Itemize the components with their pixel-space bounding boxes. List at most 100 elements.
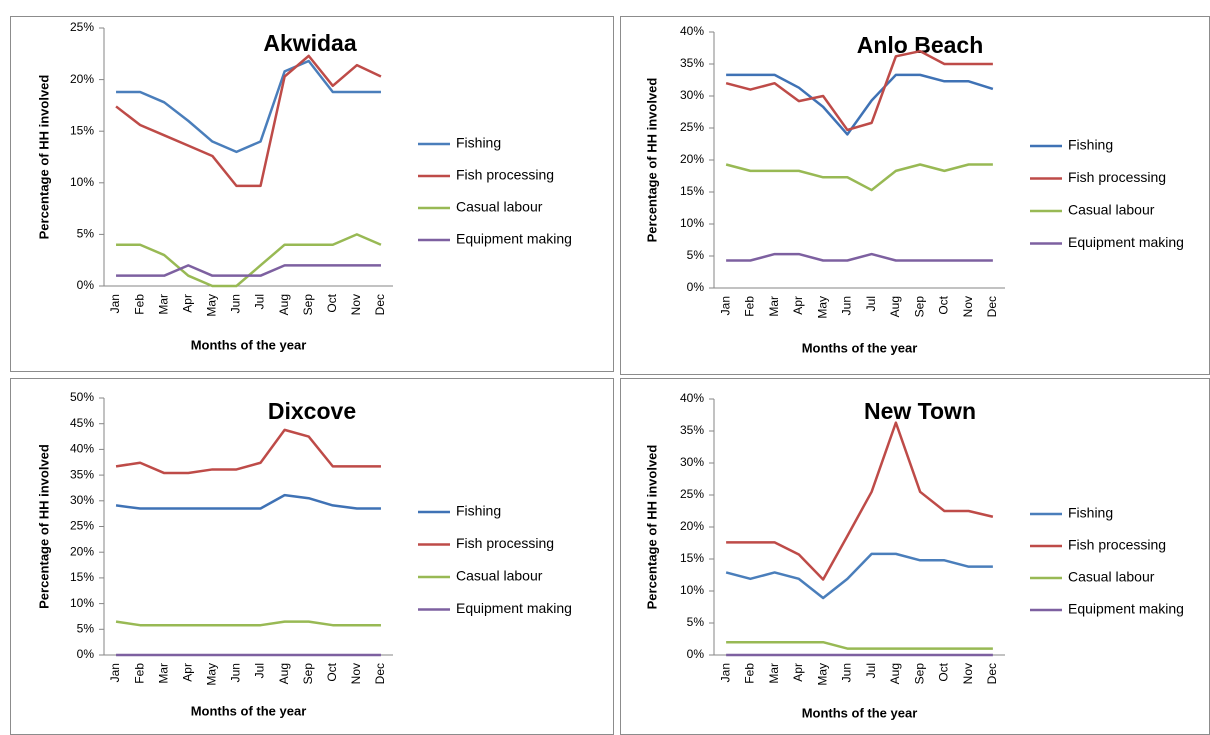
y-tick-label: 10% <box>70 175 94 189</box>
y-tick-label: 30% <box>680 455 704 469</box>
y-tick-label: 15% <box>70 123 94 137</box>
legend-label: Fish processing <box>456 167 554 183</box>
y-tick-label: 40% <box>680 391 704 405</box>
y-axis-label: Percentage of HH involved <box>36 444 51 609</box>
legend-label: Fish processing <box>1068 537 1166 553</box>
legend-label: Fishing <box>456 135 501 151</box>
y-tick-label: 40% <box>70 442 94 456</box>
y-tick-label: 5% <box>77 621 95 635</box>
series-line <box>725 49 993 132</box>
x-tick-label: Aug <box>277 294 291 315</box>
series-line <box>726 640 993 650</box>
y-tick-label: 15% <box>680 551 704 565</box>
x-tick-label: Nov <box>349 294 363 315</box>
x-tick-label: Apr <box>791 663 805 682</box>
x-tick-label: Jun <box>840 663 854 682</box>
x-tick-label: Jan <box>108 294 122 313</box>
y-tick-label: 25% <box>680 120 704 134</box>
x-tick-label: Oct <box>937 295 951 314</box>
y-tick-label: 10% <box>70 596 94 610</box>
x-tick-label: Dec <box>985 296 999 317</box>
x-tick-label: Sep <box>912 663 926 685</box>
x-tick-label: Oct <box>325 293 339 312</box>
x-tick-label: Jun <box>840 296 854 315</box>
y-tick-label: 35% <box>680 423 704 437</box>
x-tick-label: Sep <box>301 294 315 316</box>
x-tick-label: Jul <box>253 294 267 309</box>
x-tick-label: Aug <box>888 296 902 317</box>
x-tick-label: Dec <box>985 663 999 684</box>
x-tick-label: Apr <box>180 663 194 682</box>
x-tick-label: Jan <box>718 663 732 682</box>
x-tick-label: Aug <box>277 663 291 684</box>
y-tick-label: 25% <box>70 519 94 533</box>
y-tick-label: 20% <box>680 152 704 166</box>
x-tick-label: Feb <box>743 663 757 684</box>
chart-title: Akwidaa <box>263 30 357 56</box>
series-line <box>726 73 994 136</box>
chart-title: Anlo Beach <box>857 32 984 58</box>
panel-border <box>10 16 614 372</box>
y-tick-label: 20% <box>680 519 704 533</box>
legend-label: Fish processing <box>1068 169 1166 185</box>
series-line <box>726 421 994 581</box>
y-tick-label: 25% <box>70 20 94 34</box>
y-tick-label: 50% <box>70 390 94 404</box>
x-tick-label: Jul <box>864 663 878 678</box>
legend-label: Casual labour <box>456 568 543 584</box>
x-axis-label: Months of the year <box>191 703 307 718</box>
y-tick-label: 30% <box>680 88 704 102</box>
x-axis-label: Months of the year <box>191 337 307 352</box>
x-tick-label: Apr <box>791 296 805 315</box>
x-tick-label: Mar <box>156 663 170 684</box>
x-tick-label: Apr <box>180 294 194 313</box>
x-tick-label: Jun <box>229 294 243 313</box>
x-tick-label: Oct <box>937 662 951 681</box>
x-tick-label: Jul <box>864 296 878 311</box>
x-tick-label: Feb <box>743 296 757 317</box>
x-tick-label: May <box>205 294 219 317</box>
series-line <box>725 163 993 192</box>
x-tick-label: May <box>205 663 219 686</box>
y-tick-label: 0% <box>77 647 95 661</box>
legend-label: Equipment making <box>456 600 572 616</box>
series-line <box>116 59 381 154</box>
x-tick-label: Mar <box>767 296 781 317</box>
x-tick-label: Feb <box>132 663 146 684</box>
y-tick-label: 0% <box>77 278 95 292</box>
legend-label: Casual labour <box>1068 569 1155 585</box>
x-axis-label: Months of the year <box>802 705 918 720</box>
x-tick-label: Mar <box>156 294 170 315</box>
series-line <box>115 54 382 188</box>
y-tick-label: 5% <box>77 227 95 241</box>
legend-label: Fishing <box>1068 137 1113 153</box>
x-tick-label: Jan <box>718 296 732 315</box>
y-tick-label: 5% <box>687 615 705 629</box>
x-tick-label: Jul <box>253 663 267 678</box>
series-line <box>115 620 381 627</box>
y-tick-label: 35% <box>680 56 704 70</box>
x-tick-label: Sep <box>912 296 926 318</box>
x-tick-label: Jun <box>229 663 243 682</box>
panel-border <box>620 16 1210 375</box>
y-tick-label: 40% <box>680 24 704 38</box>
y-tick-label: 30% <box>70 493 94 507</box>
y-tick-label: 25% <box>680 487 704 501</box>
chart-title: New Town <box>864 398 976 424</box>
y-tick-label: 10% <box>680 216 704 230</box>
y-tick-label: 20% <box>70 72 94 86</box>
series-line <box>115 428 381 475</box>
y-tick-label: 15% <box>70 570 94 584</box>
series-line <box>726 252 993 262</box>
x-tick-label: Sep <box>301 663 315 685</box>
x-tick-label: Aug <box>888 663 902 684</box>
x-tick-label: Nov <box>349 663 363 684</box>
legend-label: Casual labour <box>1068 202 1155 218</box>
x-tick-label: Jan <box>108 663 122 682</box>
y-tick-label: 0% <box>687 647 705 661</box>
y-tick-label: 10% <box>680 583 704 597</box>
legend-label: Equipment making <box>1068 601 1184 617</box>
y-axis-label: Percentage of HH involved <box>644 78 659 243</box>
x-tick-label: Mar <box>767 663 781 684</box>
